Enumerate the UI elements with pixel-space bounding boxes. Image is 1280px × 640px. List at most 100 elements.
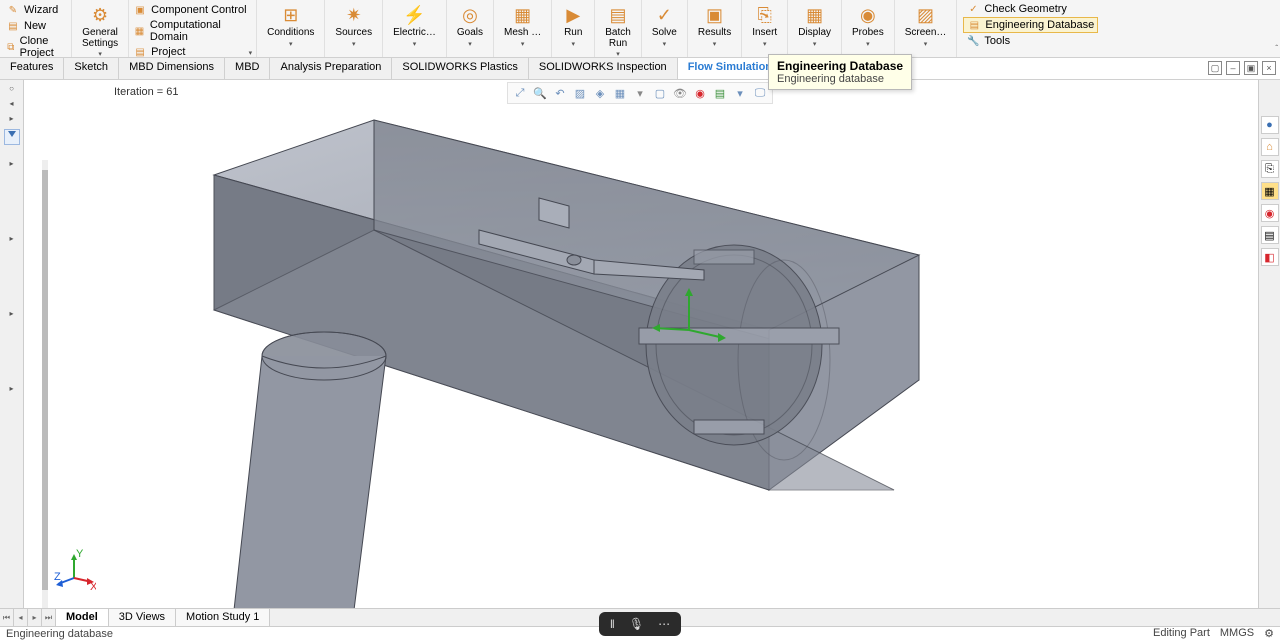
ribbon-sourcesbutton[interactable]: ✷Sources▾ bbox=[331, 2, 376, 50]
filter-icon[interactable] bbox=[4, 129, 20, 145]
zoom-area-icon[interactable]: 🔍 bbox=[532, 85, 548, 101]
chevron-down-icon: ▾ bbox=[249, 49, 253, 57]
tab-analysis-preparation[interactable]: Analysis Preparation bbox=[270, 58, 392, 79]
task-pane-rail: ● ⌂ ⎘ ▦ ◉ ▤ ◧ bbox=[1258, 80, 1280, 610]
model-view[interactable] bbox=[24, 80, 1256, 610]
ribbon-label: Conditions bbox=[267, 28, 314, 39]
ribbon-runbutton[interactable]: ▶Run▾ bbox=[558, 2, 588, 50]
tree-next-icon[interactable]: ▸ bbox=[9, 114, 13, 123]
ribbon-mesh-button[interactable]: ▦Mesh …▾ bbox=[500, 2, 545, 50]
ribbon-displaybutton[interactable]: ▦Display▾ bbox=[794, 2, 835, 50]
mic-icon[interactable]: 🎙 bbox=[629, 617, 644, 631]
tree-expand-icon[interactable]: ▸ bbox=[9, 159, 13, 168]
solidworks-resources-icon[interactable]: ● bbox=[1261, 116, 1279, 134]
tree-circle-icon[interactable]: ○ bbox=[9, 84, 14, 93]
hide-show-icon[interactable]: ▾ bbox=[632, 85, 648, 101]
tree-prev-icon[interactable]: ◂ bbox=[9, 99, 13, 108]
ribbon-screen-button[interactable]: ▨Screen…▾ bbox=[901, 2, 951, 50]
screen-icon[interactable]: 🖵 bbox=[752, 85, 768, 101]
ribbon-insertbutton[interactable]: ⎘Insert▾ bbox=[748, 2, 781, 50]
apply-scene-icon[interactable]: ▤ bbox=[712, 85, 728, 101]
view-settings-icon[interactable]: ▾ bbox=[732, 85, 748, 101]
tree-expand-icon-2[interactable]: ▸ bbox=[9, 234, 13, 243]
tab-features[interactable]: Features bbox=[0, 58, 64, 79]
ribbon-goalsbutton[interactable]: ◎Goals▾ bbox=[453, 2, 487, 50]
clone-project-menu[interactable]: ⧉Clone Project bbox=[6, 34, 65, 60]
tab-first-icon[interactable]: ⏮ bbox=[0, 609, 14, 626]
tree-expand-icon-3[interactable]: ▸ bbox=[9, 309, 13, 318]
general-settings-label: General Settings bbox=[82, 28, 118, 49]
bottom-tab-model[interactable]: Model bbox=[56, 609, 109, 626]
ribbon: ✎Wizard ▤New ⧉Clone Project ⚙ General Se… bbox=[0, 0, 1280, 58]
tree-expand-icon-4[interactable]: ▸ bbox=[9, 384, 13, 393]
bottom-tab-motion-study-[interactable]: Motion Study 1 bbox=[176, 609, 270, 626]
tab-mbd[interactable]: MBD bbox=[225, 58, 270, 79]
restore-button[interactable]: ▢ bbox=[1208, 61, 1222, 75]
check-icon: ✓ bbox=[966, 2, 980, 16]
appearances-icon[interactable]: ◉ bbox=[1261, 204, 1279, 222]
minimize-button[interactable]: – bbox=[1226, 61, 1240, 75]
new-menu[interactable]: ▤New bbox=[6, 18, 65, 34]
design-library-icon[interactable]: ⌂ bbox=[1261, 138, 1279, 156]
component-icon: ▣ bbox=[133, 3, 147, 17]
forum-icon[interactable]: ◧ bbox=[1261, 248, 1279, 266]
wizard-icon: ✎ bbox=[6, 3, 20, 17]
tools[interactable]: 🔧Tools bbox=[963, 34, 1098, 48]
tab-prev-icon[interactable]: ◂ bbox=[14, 609, 28, 626]
component-control[interactable]: ▣Component Control bbox=[133, 2, 252, 18]
file-explorer-icon[interactable]: ⎘ bbox=[1261, 160, 1279, 178]
ribbon-batch-runbutton[interactable]: ▤Batch Run▾ bbox=[601, 2, 635, 60]
tools-label: Tools bbox=[984, 35, 1010, 47]
edit-appearance-icon[interactable]: ◉ bbox=[692, 85, 708, 101]
mic-mute-icon[interactable]: ‖ bbox=[610, 617, 615, 631]
eye-icon[interactable]: 👁 bbox=[672, 85, 688, 101]
ribbon-resultsbutton[interactable]: ▣Results▾ bbox=[694, 2, 735, 50]
status-settings-icon[interactable]: ⚙ bbox=[1264, 627, 1274, 640]
tab-mbd-dimensions[interactable]: MBD Dimensions bbox=[119, 58, 225, 79]
status-units[interactable]: MMGS bbox=[1220, 627, 1254, 640]
project-label: Project bbox=[151, 46, 185, 58]
general-settings-button[interactable]: ⚙ General Settings ▾ bbox=[78, 2, 122, 60]
custom-props-icon[interactable]: ▤ bbox=[1261, 226, 1279, 244]
check-geometry[interactable]: ✓Check Geometry bbox=[963, 2, 1098, 16]
chevron-down-icon: ▾ bbox=[866, 40, 870, 48]
ribbon-electric-group: ⚡Electric…▾ bbox=[383, 0, 447, 57]
ribbon-displaygroup: ▦Display▾ bbox=[788, 0, 842, 57]
zoom-fit-icon[interactable]: ⤢ bbox=[512, 85, 528, 101]
ribbon-electric-button[interactable]: ⚡Electric…▾ bbox=[389, 2, 440, 50]
item-box-icon[interactable]: ▢ bbox=[652, 85, 668, 101]
ribbon-label: Sources bbox=[335, 28, 372, 39]
tree-scrollbar[interactable] bbox=[42, 160, 48, 610]
chevron-down-icon: ▾ bbox=[663, 40, 667, 48]
tab-solidworks-plastics[interactable]: SOLIDWORKS Plastics bbox=[392, 58, 529, 79]
tab-last-icon[interactable]: ⏭ bbox=[42, 609, 56, 626]
tab-solidworks-inspection[interactable]: SOLIDWORKS Inspection bbox=[529, 58, 678, 79]
ribbon-solvebutton[interactable]: ✓Solve▾ bbox=[648, 2, 681, 50]
ribbon-label: Screen… bbox=[905, 28, 947, 39]
bottom-tab--d-views[interactable]: 3D Views bbox=[109, 609, 176, 626]
display-style-icon[interactable]: ▦ bbox=[612, 85, 628, 101]
graphics-area[interactable]: Iteration = 61 ⤢ 🔍 ↶ ▨ ◈ ▦ ▾ ▢ 👁 ◉ ▤ ▾ 🖵 bbox=[24, 80, 1256, 610]
tab-next-icon[interactable]: ▸ bbox=[28, 609, 42, 626]
close-button[interactable]: × bbox=[1262, 61, 1276, 75]
tab-sketch[interactable]: Sketch bbox=[64, 58, 119, 79]
ribbon-right-column: ✓Check Geometry ▤Engineering Database 🔧T… bbox=[957, 0, 1104, 57]
iteration-label: Iteration = 61 bbox=[114, 86, 179, 98]
wizard-menu[interactable]: ✎Wizard bbox=[6, 2, 65, 18]
section-view-icon[interactable]: ▨ bbox=[572, 85, 588, 101]
engineering-database-label: Engineering Database bbox=[985, 19, 1094, 31]
engineering-database[interactable]: ▤Engineering Database bbox=[963, 17, 1098, 33]
chevron-down-icon: ▾ bbox=[763, 40, 767, 48]
view-orientation-icon[interactable]: ◈ bbox=[592, 85, 608, 101]
more-icon[interactable]: ⋯ bbox=[658, 617, 670, 631]
ribbon-collapse-icon[interactable]: ˆ bbox=[1275, 44, 1278, 53]
view-palette-icon[interactable]: ▦ bbox=[1261, 182, 1279, 200]
ribbon-icon: ◎ bbox=[459, 4, 481, 26]
orientation-triad[interactable]: Y Z X bbox=[52, 548, 96, 592]
computational-domain[interactable]: ▦Computational Domain bbox=[133, 18, 252, 44]
ribbon-probesbutton[interactable]: ◉Probes▾ bbox=[848, 2, 888, 50]
ribbon-icon: ✷ bbox=[343, 4, 365, 26]
maximize-button[interactable]: ▣ bbox=[1244, 61, 1258, 75]
ribbon-conditionsbutton[interactable]: ⊞Conditions▾ bbox=[263, 2, 318, 50]
previous-view-icon[interactable]: ↶ bbox=[552, 85, 568, 101]
